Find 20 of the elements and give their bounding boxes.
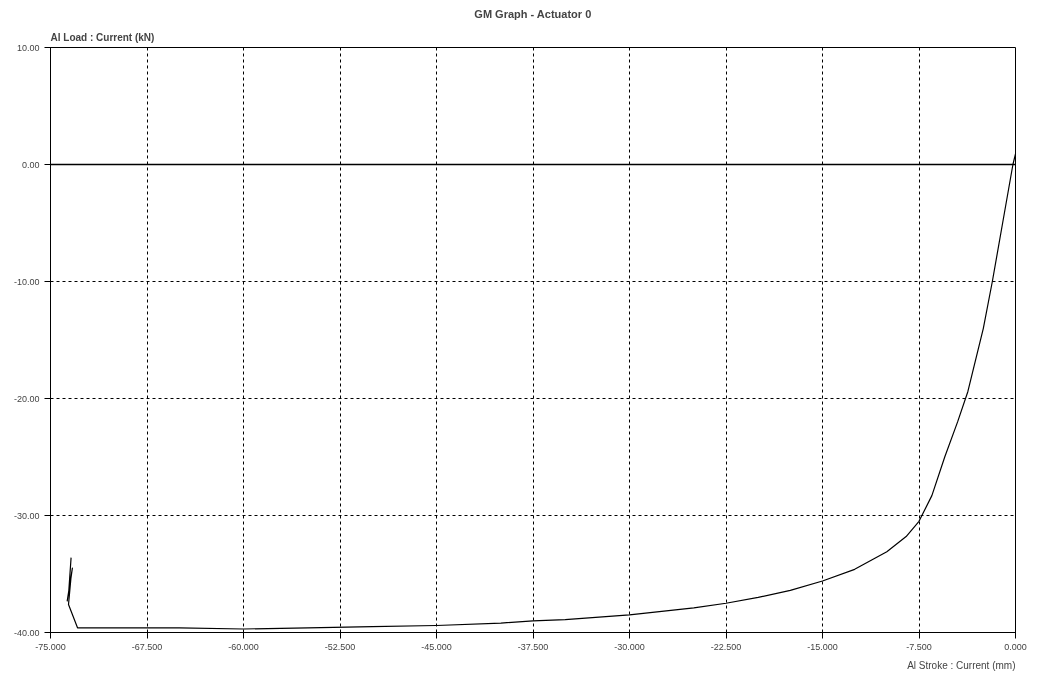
y-tick-label: -10.00	[13, 276, 40, 287]
x-tick-label: -52.500	[324, 641, 356, 652]
x-tick-label: -60.000	[228, 641, 259, 652]
x-tick-label: -22.500	[710, 641, 742, 652]
x-tick-label: -30.000	[614, 641, 645, 652]
y-axis-title: Al Load : Current (kN)	[50, 31, 155, 43]
x-tick-label: -37.500	[517, 641, 549, 652]
x-tick-label: -15.000	[807, 641, 838, 652]
x-axis-title: Al Stroke : Current (mm)	[907, 659, 1016, 671]
y-tick-label: -40.00	[13, 627, 40, 638]
y-tick-label: -30.00	[13, 510, 40, 521]
y-tick-label: 0.00	[21, 159, 40, 170]
x-tick-label: -67.500	[131, 641, 163, 652]
chart-title: GM Graph - Actuator 0	[474, 7, 592, 20]
y-tick-label: 10.00	[16, 42, 40, 53]
y-tick-label: -20.00	[13, 393, 40, 404]
x-tick-label: -7.500	[906, 641, 932, 652]
x-tick-label: 0.000	[1004, 641, 1027, 652]
x-tick-label: -75.000	[35, 641, 66, 652]
x-tick-label: -45.000	[421, 641, 452, 652]
